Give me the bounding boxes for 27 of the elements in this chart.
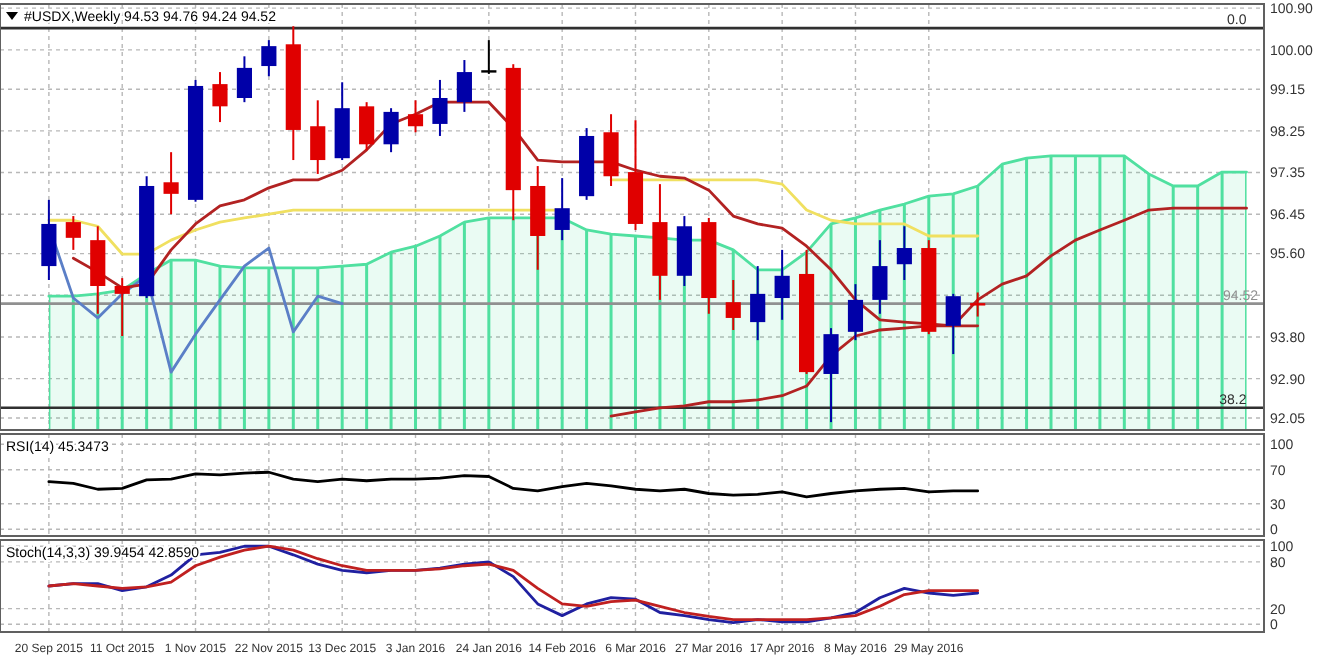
candlestick bbox=[261, 39, 277, 78]
candlestick bbox=[456, 59, 472, 113]
candlestick bbox=[603, 113, 619, 187]
candlestick bbox=[847, 283, 864, 342]
candlestick bbox=[310, 99, 326, 175]
candlestick bbox=[407, 99, 424, 134]
candlestick bbox=[359, 101, 375, 152]
candlestick bbox=[725, 278, 741, 331]
candlestick bbox=[114, 277, 130, 337]
candlestick bbox=[383, 107, 399, 154]
candlestick bbox=[945, 292, 961, 356]
candlestick bbox=[481, 39, 497, 75]
candlestick bbox=[896, 225, 912, 281]
candlestick bbox=[41, 198, 57, 281]
candlestick bbox=[970, 291, 986, 318]
candlestick bbox=[65, 215, 81, 251]
candlestick bbox=[554, 177, 570, 242]
line-series bbox=[47, 470, 980, 499]
candlestick bbox=[212, 71, 228, 124]
candlestick bbox=[872, 239, 888, 315]
candlestick bbox=[774, 248, 790, 321]
candlestick bbox=[163, 151, 179, 216]
candlestick bbox=[823, 327, 839, 424]
candlestick bbox=[432, 78, 448, 137]
candlestick bbox=[236, 55, 252, 104]
candlestick bbox=[750, 265, 766, 342]
candlestick bbox=[90, 225, 106, 315]
